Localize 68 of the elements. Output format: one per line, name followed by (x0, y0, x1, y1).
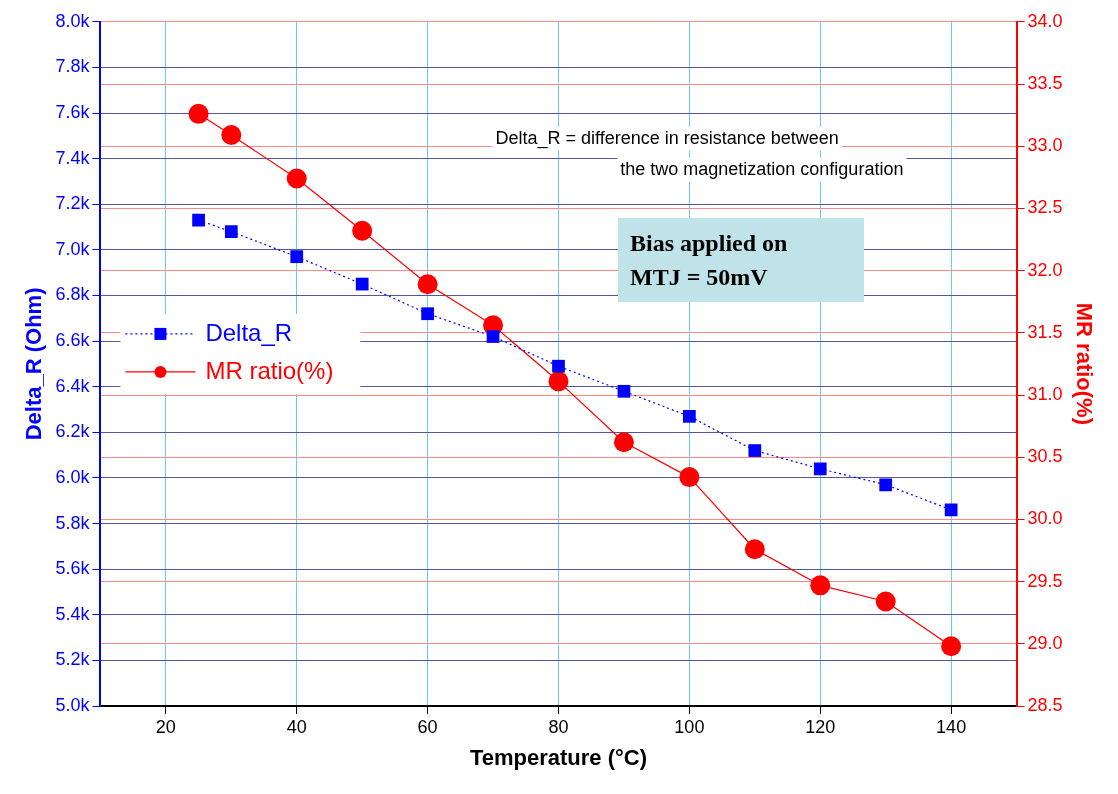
point (417, 274, 438, 295)
y-tick-label: 5.4k (55, 603, 91, 624)
y-tick-label: 7.6k (55, 102, 91, 122)
y2-tick-label: 28.5 (1027, 694, 1063, 715)
point (944, 503, 958, 517)
point (683, 409, 696, 423)
y-tick-label: 7.2k (55, 193, 91, 214)
y2-tick-label: 32.0 (1027, 259, 1063, 280)
y-tick-label: 5.2k (55, 649, 91, 670)
point (879, 478, 893, 492)
y2-tick-label: 29.5 (1027, 570, 1063, 591)
point (617, 384, 631, 398)
y2-axis-title: MR ratio(%) (1071, 302, 1097, 426)
y-tick-label: 5.6k (55, 558, 91, 579)
legend-label: Delta_R (205, 318, 293, 346)
point (224, 225, 238, 238)
point (810, 575, 831, 596)
y-tick-label: 6.6k (55, 330, 91, 351)
y-tick-label: 7.8k (55, 56, 91, 77)
y2-tick-label: 33.5 (1027, 72, 1063, 93)
point (221, 125, 242, 145)
y2-tick-label: 29.0 (1027, 632, 1063, 653)
x-tick-label: 80 (548, 716, 569, 737)
point (352, 220, 373, 241)
y-tick-label: 6.0k (55, 466, 91, 487)
x-tick-label: 120 (805, 716, 836, 737)
y-tick-label: 6.2k (55, 421, 91, 442)
point (613, 432, 634, 453)
legend-label: MR ratio(%) (205, 356, 334, 384)
point (486, 330, 500, 343)
point (421, 307, 434, 321)
x-axis-title: Temperature (°C) (469, 744, 648, 770)
point (355, 277, 369, 291)
y2-tick-label: 31.0 (1027, 383, 1063, 404)
y2-tick-label: 33.0 (1027, 135, 1063, 156)
point (548, 371, 569, 392)
y-tick-label: 6.8k (55, 284, 91, 305)
point (552, 359, 565, 373)
annotation: the two magnetization configuration (620, 158, 904, 179)
y-axis-title: Delta_R (Ohm) (21, 287, 47, 441)
y2-tick-label: 30.0 (1027, 508, 1063, 529)
annotation: Delta_R = difference in resistance between (495, 127, 839, 149)
x-tick-label: 140 (936, 716, 967, 737)
x-tick-label: 60 (417, 716, 438, 737)
point (875, 591, 896, 612)
x-tick-label: 100 (674, 716, 705, 737)
point (192, 213, 205, 227)
y-tick-label: 6.4k (55, 375, 91, 396)
point (679, 467, 700, 488)
point (748, 444, 762, 457)
y2-tick-label: 34.0 (1027, 10, 1063, 31)
point (290, 250, 304, 264)
y-tick-label: 7.4k (55, 147, 91, 168)
y-tick-label: 8.0k (55, 10, 91, 31)
point (813, 462, 827, 476)
point (188, 103, 209, 124)
x-tick-label: 20 (155, 716, 176, 737)
y2-tick-label: 31.5 (1027, 321, 1063, 342)
y2-tick-label: 30.5 (1027, 446, 1063, 467)
y2-tick-label: 32.5 (1027, 197, 1063, 218)
note-box: Bias applied on MTJ = 50mV (618, 218, 864, 302)
y-tick-label: 5.0k (55, 694, 91, 715)
point (941, 636, 962, 657)
y-tick-label: 7.0k (55, 238, 91, 259)
y-tick-label: 5.8k (55, 512, 91, 533)
point (744, 539, 765, 560)
x-tick-label: 40 (286, 716, 307, 737)
point (286, 168, 307, 189)
